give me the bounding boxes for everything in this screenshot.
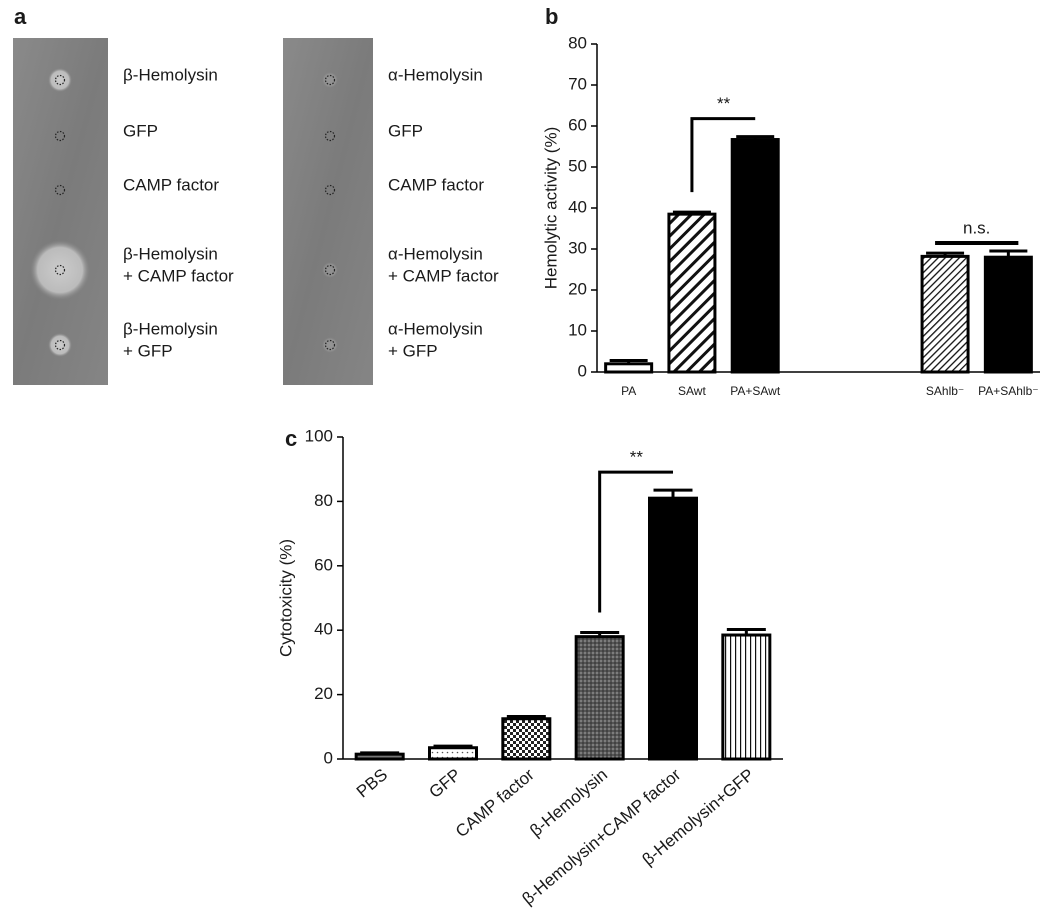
y-tick-label: 100 [305, 426, 333, 445]
halo [48, 68, 72, 92]
halo [322, 72, 338, 88]
y-tick-label: 50 [568, 156, 587, 175]
x-tick-label: SAwt [678, 384, 706, 398]
y-tick-label: 0 [578, 361, 587, 380]
panel-letter: b [545, 4, 558, 29]
significance-label: ** [717, 94, 731, 113]
bar [920, 254, 970, 374]
plate-label: + GFP [388, 341, 438, 360]
halo [322, 262, 338, 278]
bar [648, 496, 698, 761]
spot [54, 339, 66, 351]
bar [354, 752, 405, 761]
y-tick-label: 60 [568, 115, 587, 134]
bar [730, 138, 780, 374]
bar [574, 635, 625, 761]
spot [54, 74, 66, 86]
y-tick-label: 30 [568, 238, 587, 257]
halo [30, 240, 90, 300]
plate-label: + CAMP factor [123, 266, 234, 285]
spot [324, 264, 336, 276]
plate-label: CAMP factor [388, 175, 484, 194]
x-tick-label: PA [621, 384, 636, 398]
y-tick-label: 80 [568, 33, 587, 52]
spot [324, 339, 336, 351]
significance-label: n.s. [963, 219, 990, 238]
y-tick-label: 20 [568, 279, 587, 298]
y-axis-label: Cytotoxicity (%) [276, 539, 295, 657]
plate-label: β-Hemolysin [123, 319, 218, 338]
y-tick-label: 40 [568, 197, 587, 216]
significance-label: ** [630, 448, 644, 467]
spot [54, 184, 66, 196]
plate-label: β-Hemolysin [123, 65, 218, 84]
x-tick-label: GFP [425, 765, 464, 802]
bar [721, 633, 772, 761]
spot [54, 130, 66, 142]
y-tick-label: 60 [314, 555, 333, 574]
plate-label: α-Hemolysin [388, 319, 483, 338]
spot [324, 184, 336, 196]
bar [604, 362, 654, 374]
y-tick-label: 40 [314, 620, 333, 639]
plate-image [283, 38, 373, 385]
plate-label: α-Hemolysin [388, 244, 483, 263]
x-tick-label: PA+SAhlb⁻ [978, 384, 1038, 398]
x-tick-label: SAhlb⁻ [926, 384, 964, 398]
bar [428, 746, 478, 761]
halo [322, 337, 338, 353]
significance-bracket [598, 470, 673, 613]
y-axis-label: Hemolytic activity (%) [541, 127, 560, 289]
spot [324, 74, 336, 86]
y-tick-label: 80 [314, 491, 333, 510]
spot [324, 130, 336, 142]
plate-label: + CAMP factor [388, 266, 499, 285]
y-tick-label: 0 [324, 748, 333, 767]
panel-letter: a [14, 4, 27, 29]
y-tick-label: 70 [568, 74, 587, 93]
x-tick-label: PA+SAwt [730, 384, 781, 398]
panel-letter: c [285, 426, 297, 451]
plate-label: + GFP [123, 341, 173, 360]
bar [667, 212, 717, 374]
y-tick-label: 10 [568, 320, 587, 339]
x-tick-label: CAMP factor [452, 765, 538, 842]
plate-label: CAMP factor [123, 175, 219, 194]
plate-image [13, 38, 108, 385]
x-tick-label: PBS [353, 765, 391, 801]
spot [54, 264, 66, 276]
halo [48, 333, 72, 357]
bar [501, 717, 552, 761]
plate-label: α-Hemolysin [388, 65, 483, 84]
bar [983, 255, 1033, 374]
significance-bracket [690, 117, 756, 193]
plate-label: GFP [388, 121, 423, 140]
plate-label: β-Hemolysin [123, 244, 218, 263]
y-tick-label: 20 [314, 684, 333, 703]
plate-label: GFP [123, 121, 158, 140]
